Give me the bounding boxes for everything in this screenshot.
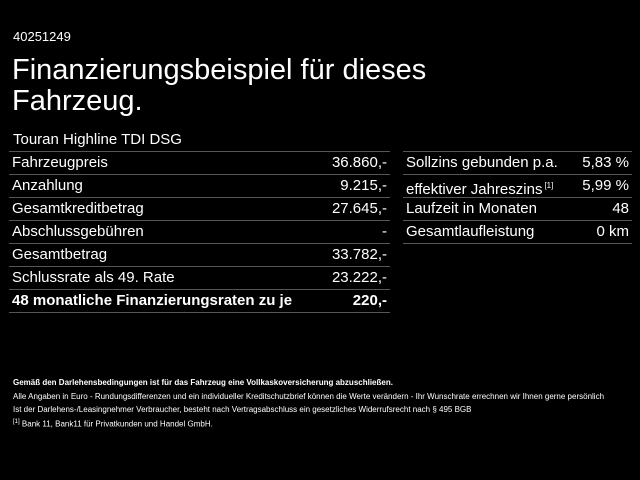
- note: Alle Angaben in Euro - Rundungsdifferenz…: [13, 392, 605, 401]
- table-row: effektiver Jahreszins [1] 5,99 %: [403, 175, 632, 198]
- table-row: Abschlussgebühren -: [9, 221, 390, 244]
- row-value: 23.222,-: [331, 269, 387, 286]
- table-row: Laufzeit in Monaten 48: [403, 198, 632, 221]
- footnote-text: Bank 11, Bank11 für Privatkunden und Han…: [21, 419, 213, 429]
- label-text: Gesamtkreditbetrag: [12, 200, 144, 217]
- label-text: Anzahlung: [12, 177, 83, 194]
- label-text: Abschlussgebühren: [12, 223, 144, 240]
- row-label: Fahrzeugpreis: [12, 152, 108, 174]
- row-value: 0 km: [596, 223, 629, 240]
- row-label: Abschlussgebühren: [12, 221, 144, 243]
- note: Ist der Darlehens-/Leasingnehmer Verbrau…: [13, 405, 472, 414]
- label-text: Schlussrate als 49. Rate: [12, 269, 175, 286]
- label-text: Gesamtbetrag: [12, 246, 108, 263]
- row-label: effektiver Jahreszins [1]: [406, 175, 553, 201]
- title: Finanzierungsbeispiel für dieses: [12, 54, 427, 86]
- row-label: 48 monatliche Finanzierungsraten zu je: [12, 290, 292, 312]
- label-text: Fahrzeugpreis: [12, 154, 108, 171]
- row-value: 36.860,-: [331, 154, 387, 171]
- row-value: -: [382, 223, 387, 240]
- row-label: Gesamtkreditbetrag: [12, 198, 144, 220]
- table-row: Anzahlung 9.215,-: [9, 175, 390, 198]
- row-value: 5,83 %: [582, 154, 629, 171]
- row-value: 48: [612, 200, 629, 217]
- label-text: Gesamtlaufleistung: [406, 223, 535, 240]
- table-row: Sollzins gebunden p.a. 5,83 %: [403, 152, 632, 175]
- row-label: Anzahlung: [12, 175, 83, 197]
- label-text: effektiver Jahreszins: [406, 181, 543, 198]
- right-table: Sollzins gebunden p.a. 5,83 % effektiver J…: [403, 151, 632, 244]
- title: Fahrzeug.: [12, 85, 143, 117]
- table-row: Fahrzeugpreis 36.860,-: [9, 152, 390, 175]
- row-value: 5,99 %: [582, 177, 629, 194]
- row-value: 27.645,-: [331, 200, 387, 217]
- row-value: 33.782,-: [331, 246, 387, 263]
- row-label: Sollzins gebunden p.a.: [406, 152, 558, 174]
- table-row: 48 monatliche Finanzierungsraten zu je 22…: [9, 290, 390, 313]
- row-label: Gesamtbetrag: [12, 244, 107, 266]
- table-row: Gesamtbetrag 33.782,-: [9, 244, 390, 267]
- footnote-ref: [1]: [544, 181, 554, 190]
- row-label: Schlussrate als 49. Rate: [12, 267, 175, 289]
- row-value: 9.215,-: [340, 177, 387, 194]
- left-table: Fahrzeugpreis 36.860,- Anzahlung 9.215,- Ges…: [9, 151, 390, 313]
- table-row: Schlussrate als 49. Rate 23.222,-: [9, 267, 390, 290]
- vehicle: Touran Highline TDI DSG: [13, 131, 182, 148]
- label-text: Laufzeit in Monaten: [406, 200, 537, 217]
- footnote: [1] Bank 11, Bank11 für Privatkunden und…: [13, 419, 213, 429]
- row-label: Laufzeit in Monaten: [406, 198, 537, 220]
- table-row: Gesamtkreditbetrag 27.645,-: [9, 198, 390, 221]
- footnote-mark: [1]: [13, 419, 20, 425]
- label-text: Sollzins gebunden p.a.: [406, 154, 558, 171]
- row-value: 220,-: [352, 292, 387, 309]
- label-text: 48 monatliche Finanzierungsraten zu je: [12, 292, 293, 309]
- bold-note: Gemäß den Darlehensbedingungen ist für d…: [13, 378, 393, 387]
- offer-id: 40251249: [13, 29, 71, 44]
- table-row: Gesamtlaufleistung 0 km: [403, 221, 632, 244]
- row-label: Gesamtlaufleistung: [406, 221, 534, 243]
